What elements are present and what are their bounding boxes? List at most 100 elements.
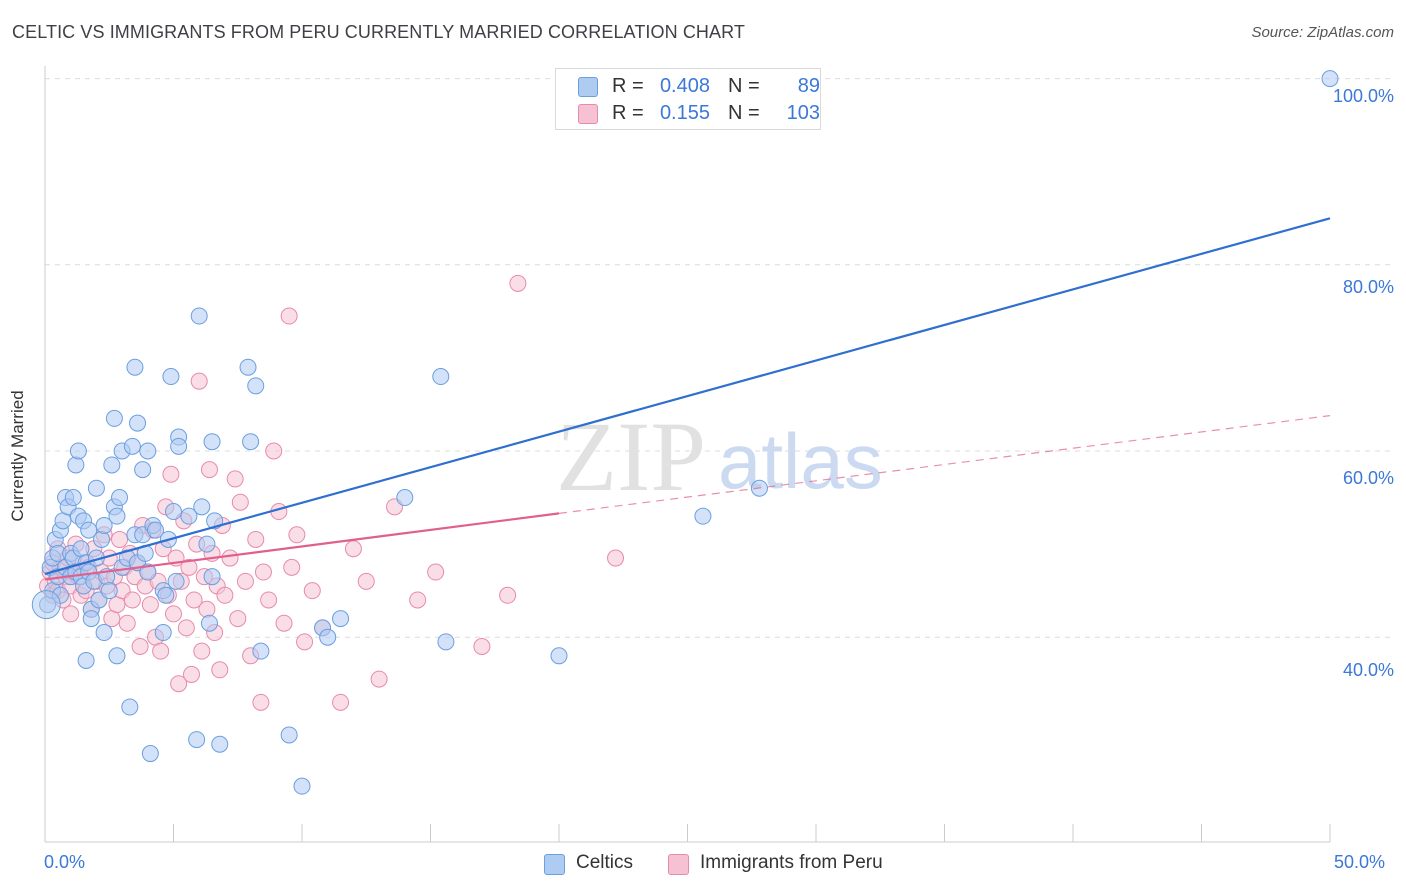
data-point-celtic [108, 647, 126, 665]
data-point-celtic [167, 572, 185, 590]
data-point-peru [260, 591, 278, 609]
data-point-celtic [126, 358, 144, 376]
data-point-celtic [694, 507, 712, 525]
data-point-celtic [242, 433, 260, 451]
data-point-celtic [200, 614, 218, 632]
watermark: ZIP atlas [556, 401, 883, 512]
data-point-celtic [121, 698, 139, 716]
data-point-peru [193, 642, 211, 660]
data-point-peru [177, 619, 195, 637]
data-point-peru [247, 530, 265, 548]
data-point-celtic [134, 461, 152, 479]
data-point-peru [283, 558, 301, 576]
data-point-celtic-cluster [31, 590, 61, 620]
data-point-celtic [293, 777, 311, 795]
data-point-peru [185, 591, 203, 609]
data-point-celtic [93, 530, 111, 548]
data-point-celtic [139, 442, 157, 460]
data-point-peru [265, 442, 283, 460]
data-point-peru [332, 693, 350, 711]
data-point-peru [427, 563, 445, 581]
data-point-peru [198, 600, 216, 618]
series-immigrants-from-peru [39, 274, 625, 711]
data-point-peru [162, 465, 180, 483]
data-point-celtic [141, 745, 159, 763]
y-tick-80: 80.0% [1342, 277, 1394, 297]
data-point-peru [607, 549, 625, 567]
correlation-legend: R = 0.408 N = 89 R = 0.155 N = 103 [555, 68, 821, 130]
data-point-peru [357, 572, 375, 590]
trend-line-celtics [44, 217, 1331, 575]
data-point-celtic [87, 479, 105, 497]
data-point-celtic [105, 409, 123, 427]
data-point-celtic [170, 437, 188, 455]
data-point-peru [200, 461, 218, 479]
data-point-celtic [203, 433, 221, 451]
data-point-celtic [157, 586, 175, 604]
data-point-celtic [280, 726, 298, 744]
data-point-celtic [67, 456, 85, 474]
data-point-celtic [77, 651, 95, 669]
legend-label-peru: Immigrants from Peru [700, 852, 883, 873]
trend-line-peru [44, 512, 560, 581]
data-point-peru [275, 614, 293, 632]
data-point-peru [211, 661, 229, 679]
data-point-peru [296, 633, 314, 651]
data-point-celtic [162, 368, 180, 386]
data-point-peru [182, 665, 200, 683]
data-point-peru [409, 591, 427, 609]
data-point-celtic [180, 507, 198, 525]
data-point-celtic [239, 358, 257, 376]
data-point-celtic [123, 437, 141, 455]
data-point-celtic [211, 735, 229, 753]
y-tick-40: 40.0% [1342, 660, 1394, 680]
data-point-peru [190, 372, 208, 390]
data-point-peru [118, 614, 136, 632]
data-point-celtic [139, 563, 157, 581]
data-point-celtic [154, 624, 172, 642]
data-point-celtic [550, 647, 568, 665]
data-point-peru [473, 638, 491, 655]
axes [44, 66, 1331, 843]
data-point-peru [180, 558, 198, 576]
data-point-peru [165, 605, 182, 623]
y-tick-60: 60.0% [1342, 468, 1394, 488]
chart-title: CELTIC VS IMMIGRANTS FROM PERU CURRENTLY… [12, 22, 745, 42]
watermark-atlas: atlas [718, 417, 883, 505]
legend-r-label: R = [612, 75, 644, 97]
legend-r-label: R = [612, 102, 644, 124]
legend-label-celtics: Celtics [576, 852, 634, 873]
data-point-celtic [332, 610, 350, 628]
data-point-peru [226, 470, 244, 488]
data-point-celtic [252, 642, 270, 660]
data-point-celtic [64, 489, 82, 507]
data-point-peru [303, 582, 321, 600]
data-point-celtic [193, 498, 211, 516]
data-point-celtic [190, 307, 208, 325]
data-point-peru [499, 586, 517, 604]
data-point-celtic [129, 414, 147, 432]
legend-swatch-peru [668, 854, 689, 875]
legend-swatch-celtics [544, 854, 565, 875]
legend-n-label: N = [728, 75, 760, 97]
legend-swatch-peru [578, 104, 598, 124]
data-point-celtic [108, 507, 126, 525]
legend-n-value: 103 [786, 102, 820, 124]
data-point-celtic [165, 503, 182, 521]
data-point-peru [236, 572, 254, 590]
data-point-celtic [95, 624, 113, 642]
data-point-peru [131, 638, 149, 655]
data-point-peru [170, 675, 188, 693]
legend-swatch-celtics [578, 77, 598, 97]
data-point-peru [370, 670, 388, 688]
data-point-celtic [203, 568, 221, 586]
data-point-celtic [147, 521, 165, 539]
data-point-peru [221, 549, 239, 567]
trend-line-peru-extension [558, 415, 1331, 514]
y-tick-100: 100.0% [1332, 86, 1394, 106]
legend-n-label: N = [728, 102, 760, 124]
data-point-celtic [198, 535, 216, 553]
data-point-celtic [103, 456, 121, 474]
data-point-celtic [432, 368, 450, 386]
